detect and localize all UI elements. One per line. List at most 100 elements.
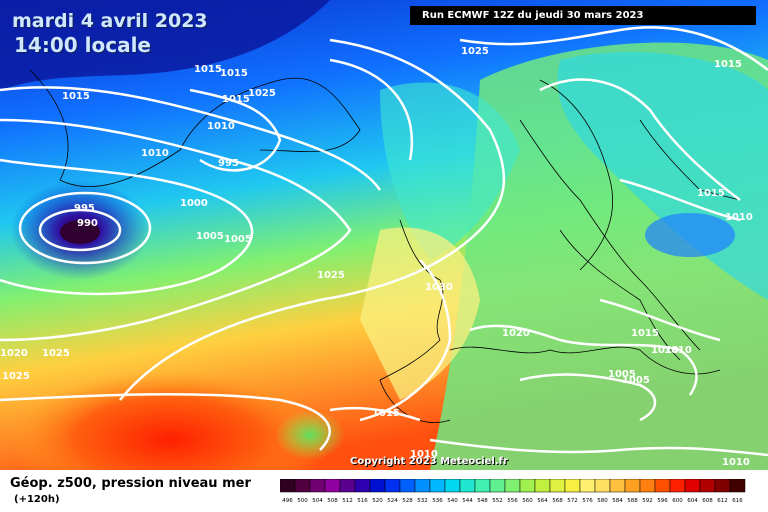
legend-swatch: [489, 479, 506, 493]
isobar-label: 1030: [425, 282, 453, 293]
legend-swatch: [444, 479, 461, 493]
isobar-label: 1005: [196, 231, 224, 242]
legend-value: 596: [657, 498, 668, 504]
legend-value: 564: [537, 498, 548, 504]
legend-swatch: [699, 479, 716, 493]
atlantic-cyan-tongue: [380, 82, 520, 260]
legend-swatch: [339, 479, 356, 493]
legend-value: 572: [567, 498, 578, 504]
isobar-label: 1010: [410, 449, 438, 460]
isobar-label: 1015: [631, 328, 659, 339]
legend-value: 544: [462, 498, 473, 504]
legend-swatch: [309, 479, 326, 493]
legend-value: 508: [327, 498, 338, 504]
weather-map: 1015 1015 1015 1025 1015 1010 1010 995 9…: [0, 0, 768, 470]
legend-swatch: [369, 479, 386, 493]
legend-value: 576: [582, 498, 593, 504]
isobar-label: 1025: [461, 46, 489, 57]
isobar-label: 1010: [141, 148, 169, 159]
legend-swatch: [564, 479, 581, 493]
legend-swatch: [459, 479, 476, 493]
legend-value: 600: [672, 498, 683, 504]
legend-swatch: [669, 479, 686, 493]
legend-swatch: [714, 479, 731, 493]
isobar-label: 1000: [180, 198, 208, 209]
legend-value: 536: [432, 498, 443, 504]
isobar-label: 1005: [608, 369, 636, 380]
legend-swatch: [354, 479, 371, 493]
legend-value: 512: [342, 498, 353, 504]
legend-value: 548: [477, 498, 488, 504]
legend-value: 504: [312, 498, 323, 504]
baltic-low-area: [645, 213, 735, 257]
legend-swatch: [324, 479, 341, 493]
isobar-label: 1015: [697, 188, 725, 199]
legend-value: 616: [732, 498, 743, 504]
legend-value: 584: [612, 498, 623, 504]
cutoff-low-green: [275, 410, 345, 460]
isobars: [0, 26, 768, 457]
isobar-label: 1015: [372, 408, 400, 419]
legend-swatch: [429, 479, 446, 493]
legend-value: 560: [522, 498, 533, 504]
legend-value: 520: [372, 498, 383, 504]
isobar-label: 995: [218, 158, 239, 169]
legend-value: 556: [507, 498, 518, 504]
forecast-lead-time: (+120h): [14, 494, 60, 505]
legend-swatch: [534, 479, 551, 493]
legend-value: 552: [492, 498, 503, 504]
legend-swatch: [594, 479, 611, 493]
legend-swatch: [609, 479, 626, 493]
isobar-label: 1025: [317, 270, 345, 281]
legend-value: 592: [642, 498, 653, 504]
isobar-label: 990: [77, 218, 98, 229]
isobar-label: 1025: [42, 348, 70, 359]
legend-swatch: [624, 479, 641, 493]
legend-value: 516: [357, 498, 368, 504]
legend-value: 604: [687, 498, 698, 504]
legend-value: 540: [447, 498, 458, 504]
legend-value: 612: [717, 498, 728, 504]
isobar-label: 1015: [220, 68, 248, 79]
isobar-label: 1025: [2, 371, 30, 382]
isobar-label: 1010: [207, 121, 235, 132]
legend-swatch: [504, 479, 521, 493]
legend-swatch: [384, 479, 401, 493]
legend-swatch: [654, 479, 671, 493]
legend-swatch: [729, 479, 746, 493]
legend-swatch: [519, 479, 536, 493]
legend-swatch: [579, 479, 596, 493]
legend-swatch: [294, 479, 311, 493]
isobar-label: 1010: [725, 212, 753, 223]
legend-swatch: [639, 479, 656, 493]
legend-value: 500: [297, 498, 308, 504]
legend-value: 524: [387, 498, 398, 504]
isobar-label: 1010: [722, 457, 750, 468]
isobar-label: 1015: [194, 64, 222, 75]
legend-swatch: [474, 479, 491, 493]
legend-value: 580: [597, 498, 608, 504]
isobar-label: 1005: [622, 375, 650, 386]
isobar-label: 1015: [62, 91, 90, 102]
map-parameter-title: Géop. z500, pression niveau mer: [10, 476, 251, 491]
isobar-labels: 1015 1015 1015 1025 1015 1010 1010 995 9…: [0, 46, 753, 468]
arctic-dark-area: [0, 0, 330, 90]
forecast-time: 14:00 locale: [14, 33, 151, 57]
legend-value: 588: [627, 498, 638, 504]
legend-swatch: [399, 479, 416, 493]
isobar-label: 995: [74, 203, 95, 214]
model-run-info: Run ECMWF 12Z du jeudi 30 mars 2023: [410, 6, 756, 25]
color-legend: 496 500 504 508 512 516 520 524 528 532 536 540 544 5…: [280, 479, 746, 504]
france-yellow-area: [360, 227, 480, 400]
legend-value: 528: [402, 498, 413, 504]
isobar-label: 1005: [224, 234, 252, 245]
low-core: [60, 220, 100, 244]
legend-value: 532: [417, 498, 428, 504]
legend-swatch: [684, 479, 701, 493]
isobar-label: 1025: [248, 88, 276, 99]
isobar-label: 1020: [502, 328, 530, 339]
forecast-date: mardi 4 avril 2023: [12, 10, 208, 32]
isobar-label: 1015: [714, 59, 742, 70]
legend-value: 568: [552, 498, 563, 504]
copyright-notice: Copyright 2023 Meteociel.fr: [350, 456, 508, 467]
